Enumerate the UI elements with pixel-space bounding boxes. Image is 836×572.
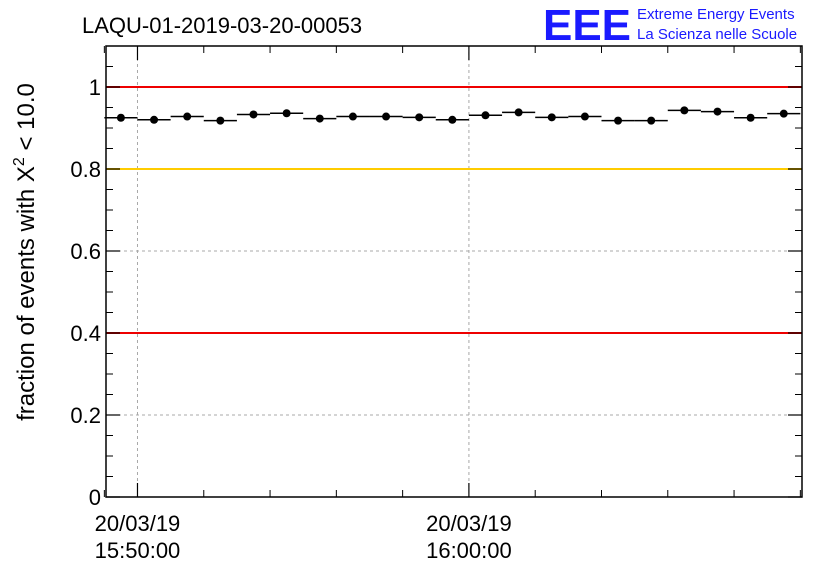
data-point-marker: [116, 113, 125, 122]
data-point-marker: [415, 113, 424, 122]
data-point-marker: [713, 107, 722, 116]
y-tick-label: 0.6: [70, 239, 101, 264]
data-point: [634, 116, 668, 125]
data-point: [502, 108, 536, 117]
data-point-marker: [183, 112, 192, 121]
data-point: [468, 111, 503, 120]
data-point-marker: [348, 112, 357, 121]
data-points: [104, 106, 801, 125]
logo-line-1: Extreme Energy Events: [637, 6, 795, 23]
reference-lines: [106, 86, 802, 334]
y-tick-label: 1: [89, 75, 101, 100]
data-point: [170, 112, 204, 121]
data-point-marker: [746, 113, 755, 122]
data-point: [203, 116, 237, 125]
x-tick-date-label: 20/03/19: [426, 511, 512, 536]
data-point: [402, 113, 436, 122]
data-point: [369, 112, 403, 121]
y-tick-labels: 0 0.2 0.4 0.6 0.8 1: [70, 75, 101, 510]
data-point: [601, 116, 635, 125]
data-point-marker: [481, 111, 490, 120]
data-point: [435, 115, 469, 124]
plot-frame: [105, 45, 803, 498]
data-point-marker: [614, 116, 623, 125]
eee-logo: EEE Extreme Energy Events La Scienza nel…: [543, 1, 797, 50]
x-tick-date-label: 20/03/19: [95, 511, 181, 536]
data-point: [667, 106, 701, 115]
data-point-marker: [580, 112, 589, 121]
chart-title: LAQU-01-2019-03-20-00053: [82, 13, 362, 38]
x-tick-time-label: 15:50:00: [95, 538, 181, 563]
data-point-marker: [448, 115, 457, 124]
data-point: [236, 110, 271, 119]
y-tick-label: 0.2: [70, 403, 101, 428]
x-tick-time-label: 16:00:00: [426, 538, 512, 563]
data-point: [336, 112, 370, 121]
logo-line-2: La Scienza nelle Scuole: [637, 26, 797, 43]
data-point: [303, 114, 337, 123]
data-point: [104, 113, 138, 122]
data-point: [767, 109, 801, 118]
logo-letters: EEE: [543, 1, 631, 50]
data-point: [137, 115, 171, 124]
axis-ticks: [103, 46, 802, 498]
y-tick-label: 0: [89, 485, 101, 510]
data-point-marker: [647, 116, 656, 125]
data-point-marker: [382, 112, 391, 121]
data-point: [270, 109, 304, 118]
data-point: [535, 113, 569, 122]
data-point-marker: [249, 110, 258, 119]
data-point-marker: [150, 115, 159, 124]
data-point: [734, 113, 768, 122]
y-tick-label: 0.4: [70, 321, 101, 346]
data-point-marker: [779, 109, 788, 118]
data-point-marker: [514, 108, 523, 117]
grid-lines: [106, 46, 802, 497]
data-point-marker: [315, 114, 324, 123]
data-point: [700, 107, 735, 116]
data-point-marker: [680, 106, 689, 115]
data-point: [568, 112, 602, 121]
data-point-marker: [216, 116, 225, 125]
data-point-marker: [547, 113, 556, 122]
y-axis-label: fraction of events with Χ2 < 10.0: [11, 83, 40, 421]
y-tick-label: 0.8: [70, 157, 101, 182]
data-point-marker: [282, 109, 291, 118]
